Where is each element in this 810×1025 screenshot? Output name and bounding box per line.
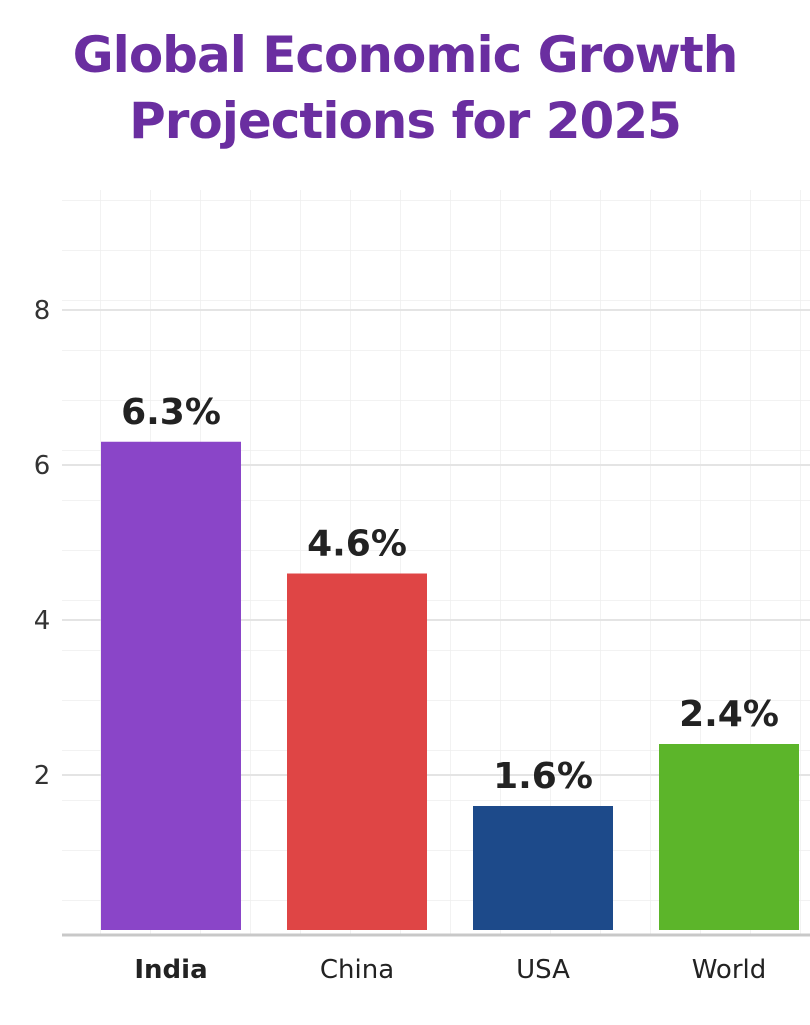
x-tick-label: India: [134, 955, 207, 985]
x-tick-label: World: [692, 955, 767, 985]
y-tick-label: 6: [34, 451, 51, 481]
bar: [659, 744, 799, 930]
value-label: 1.6%: [493, 756, 593, 797]
bar: [287, 573, 427, 930]
x-tick-label: USA: [516, 955, 570, 985]
value-label: 6.3%: [121, 392, 221, 433]
bar: [473, 806, 613, 930]
value-label: 4.6%: [307, 524, 407, 565]
bar: [101, 441, 241, 930]
y-tick-label: 4: [34, 606, 51, 636]
chart-title: Global Economic Growth Projections for 2…: [72, 26, 739, 150]
y-tick-label: 2: [34, 761, 51, 791]
value-label: 2.4%: [679, 694, 779, 735]
y-tick-label: 8: [34, 296, 51, 326]
x-tick-label: China: [320, 955, 394, 985]
